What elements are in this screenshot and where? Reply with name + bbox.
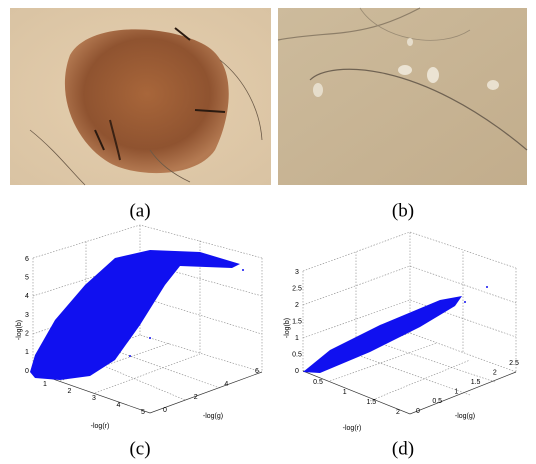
tick-label: 4 xyxy=(117,402,121,409)
axis-label: -log(b) xyxy=(284,318,291,338)
tick-label: 6 xyxy=(25,256,29,263)
image-a xyxy=(10,8,271,185)
tick-label: 2 xyxy=(194,394,198,401)
tick-label: 2.5 xyxy=(292,285,302,292)
tick-label: 1 xyxy=(25,349,29,356)
tick-label: 1 xyxy=(295,335,299,342)
image-b xyxy=(278,8,527,185)
tick-label: 0 xyxy=(25,368,29,375)
plot-d xyxy=(303,232,516,414)
tick-label: 4 xyxy=(25,293,29,300)
axis-label: -log(g) xyxy=(455,413,475,420)
axis-label: -log(r) xyxy=(91,423,110,430)
tick-label: 2 xyxy=(396,409,400,416)
tick-label: 1.5 xyxy=(366,399,376,406)
tick-label: 5 xyxy=(141,409,145,416)
axis-label: -log(g) xyxy=(203,413,223,420)
tick-label: 4 xyxy=(224,381,228,388)
tick-label: 2 xyxy=(68,388,72,395)
tick-label: 3 xyxy=(295,269,299,276)
tick-label: 5 xyxy=(25,275,29,282)
tick-label: 6 xyxy=(255,368,259,375)
tick-label: 0 xyxy=(163,407,167,414)
tick-label: 1 xyxy=(343,389,347,396)
tick-label: 0.5 xyxy=(432,398,442,405)
tick-label: 0 xyxy=(416,408,420,415)
tick-label: 1.5 xyxy=(471,379,481,386)
tick-label: 2 xyxy=(295,302,299,309)
caption: (d) xyxy=(392,438,414,459)
caption: (b) xyxy=(392,200,414,221)
tick-label: 2.5 xyxy=(509,360,519,367)
tick-label: 3 xyxy=(25,312,29,319)
tick-label: 3 xyxy=(92,395,96,402)
tick-label: 1 xyxy=(454,389,458,396)
axis-label: -log(r) xyxy=(343,425,362,432)
figure: (a) (b) (c) (d) -log(g) -log(r) -log(b) … xyxy=(0,0,536,464)
caption: (c) xyxy=(129,438,150,459)
axis-label: -log(b) xyxy=(16,320,23,340)
caption: (a) xyxy=(129,200,150,221)
tick-label: 0 xyxy=(295,368,299,375)
tick-label: 1.5 xyxy=(292,318,302,325)
tick-label: 2 xyxy=(493,369,497,376)
tick-label: 1 xyxy=(43,381,47,388)
tick-label: 0.5 xyxy=(292,351,302,358)
tick-label: 2 xyxy=(25,331,29,338)
tick-label: 0.5 xyxy=(313,379,323,386)
